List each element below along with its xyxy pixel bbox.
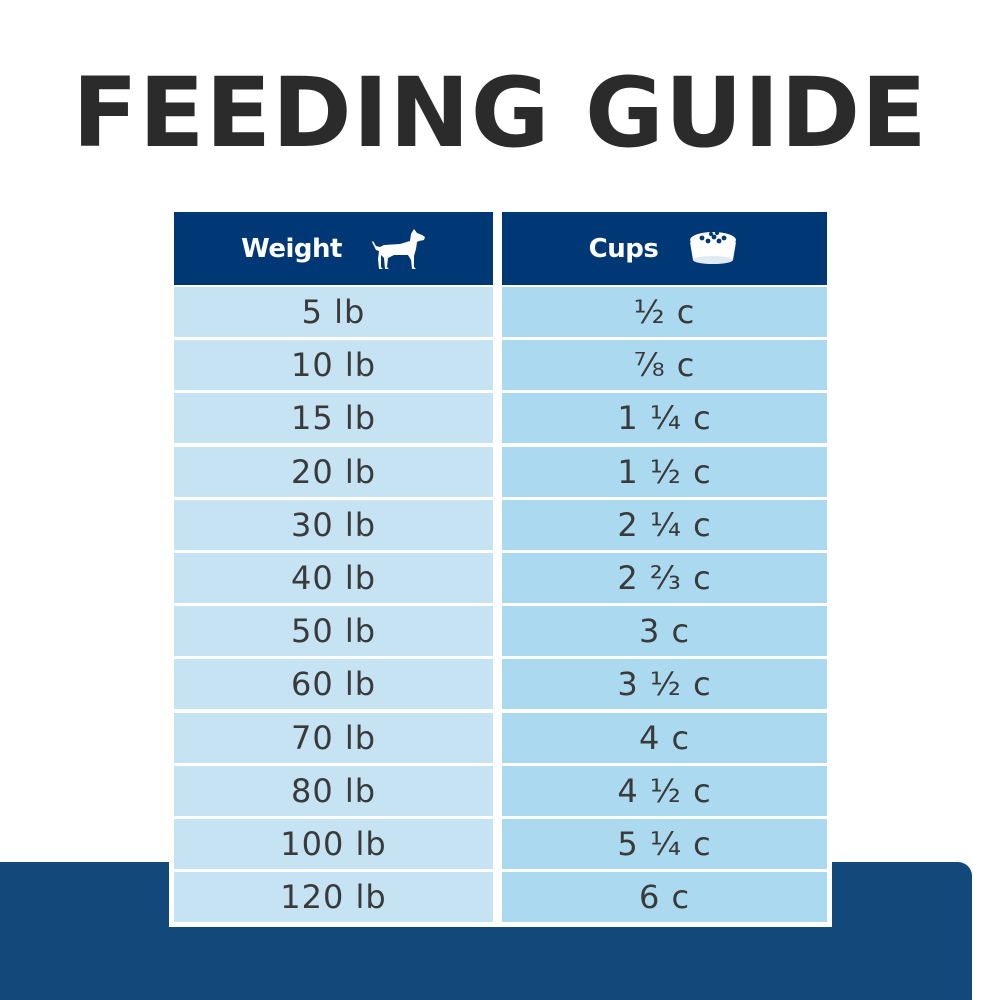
cups-cell: ½ c (502, 287, 827, 337)
cups-header-label: Cups (588, 233, 659, 264)
cups-cell: 1 ¼ c (502, 393, 827, 444)
cups-column-header: Cups (502, 212, 827, 285)
table-row: 5 lb ½ c (174, 287, 827, 337)
cups-cell: 3 c (502, 606, 827, 657)
table-row: 100 lb 5 ¼ c (174, 819, 827, 869)
cups-cell: ⅞ c (502, 340, 827, 391)
weight-cell: 50 lb (174, 606, 493, 657)
cups-cell: 3 ½ c (502, 659, 827, 710)
food-bowl-icon (690, 230, 737, 264)
cups-cell: 5 ¼ c (502, 819, 827, 869)
weight-cell: 60 lb (174, 659, 493, 710)
weight-cell: 100 lb (174, 819, 493, 869)
feeding-table: Weight Cups 5 lb ½ c 10 lb ⅞ c 15 lb 1 ¼ c 20 … (169, 207, 832, 927)
weight-cell: 10 lb (174, 340, 493, 391)
dog-icon (371, 228, 425, 269)
cups-cell: 4 c (502, 712, 827, 763)
cups-cell: 1 ½ c (502, 446, 827, 497)
table-row: 40 lb 2 ⅔ c (174, 553, 827, 603)
weight-cell: 15 lb (174, 393, 493, 444)
weight-cell: 5 lb (174, 287, 493, 337)
cups-cell: 2 ⅔ c (502, 553, 827, 603)
page-title: FEEDING GUIDE (72, 57, 928, 169)
table-row: 60 lb 3 ½ c (174, 659, 827, 710)
cups-cell: 2 ¼ c (502, 499, 827, 550)
weight-header-label: Weight (241, 233, 342, 264)
table-row: 80 lb 4 ½ c (174, 765, 827, 816)
cups-cell: 4 ½ c (502, 765, 827, 816)
table-row: 20 lb 1 ½ c (174, 446, 827, 497)
weight-cell: 80 lb (174, 765, 493, 816)
table-row: 50 lb 3 c (174, 606, 827, 657)
table-row: 70 lb 4 c (174, 712, 827, 763)
weight-cell: 30 lb (174, 499, 493, 550)
table-row: 10 lb ⅞ c (174, 340, 827, 391)
weight-cell: 70 lb (174, 712, 493, 763)
table-row: 30 lb 2 ¼ c (174, 499, 827, 550)
cups-cell: 6 c (502, 872, 827, 923)
weight-cell: 120 lb (174, 872, 493, 923)
weight-cell: 40 lb (174, 553, 493, 603)
table-row: 120 lb 6 c (174, 872, 827, 923)
weight-cell: 20 lb (174, 446, 493, 497)
weight-column-header: Weight (174, 212, 493, 285)
table-row: 15 lb 1 ¼ c (174, 393, 827, 444)
